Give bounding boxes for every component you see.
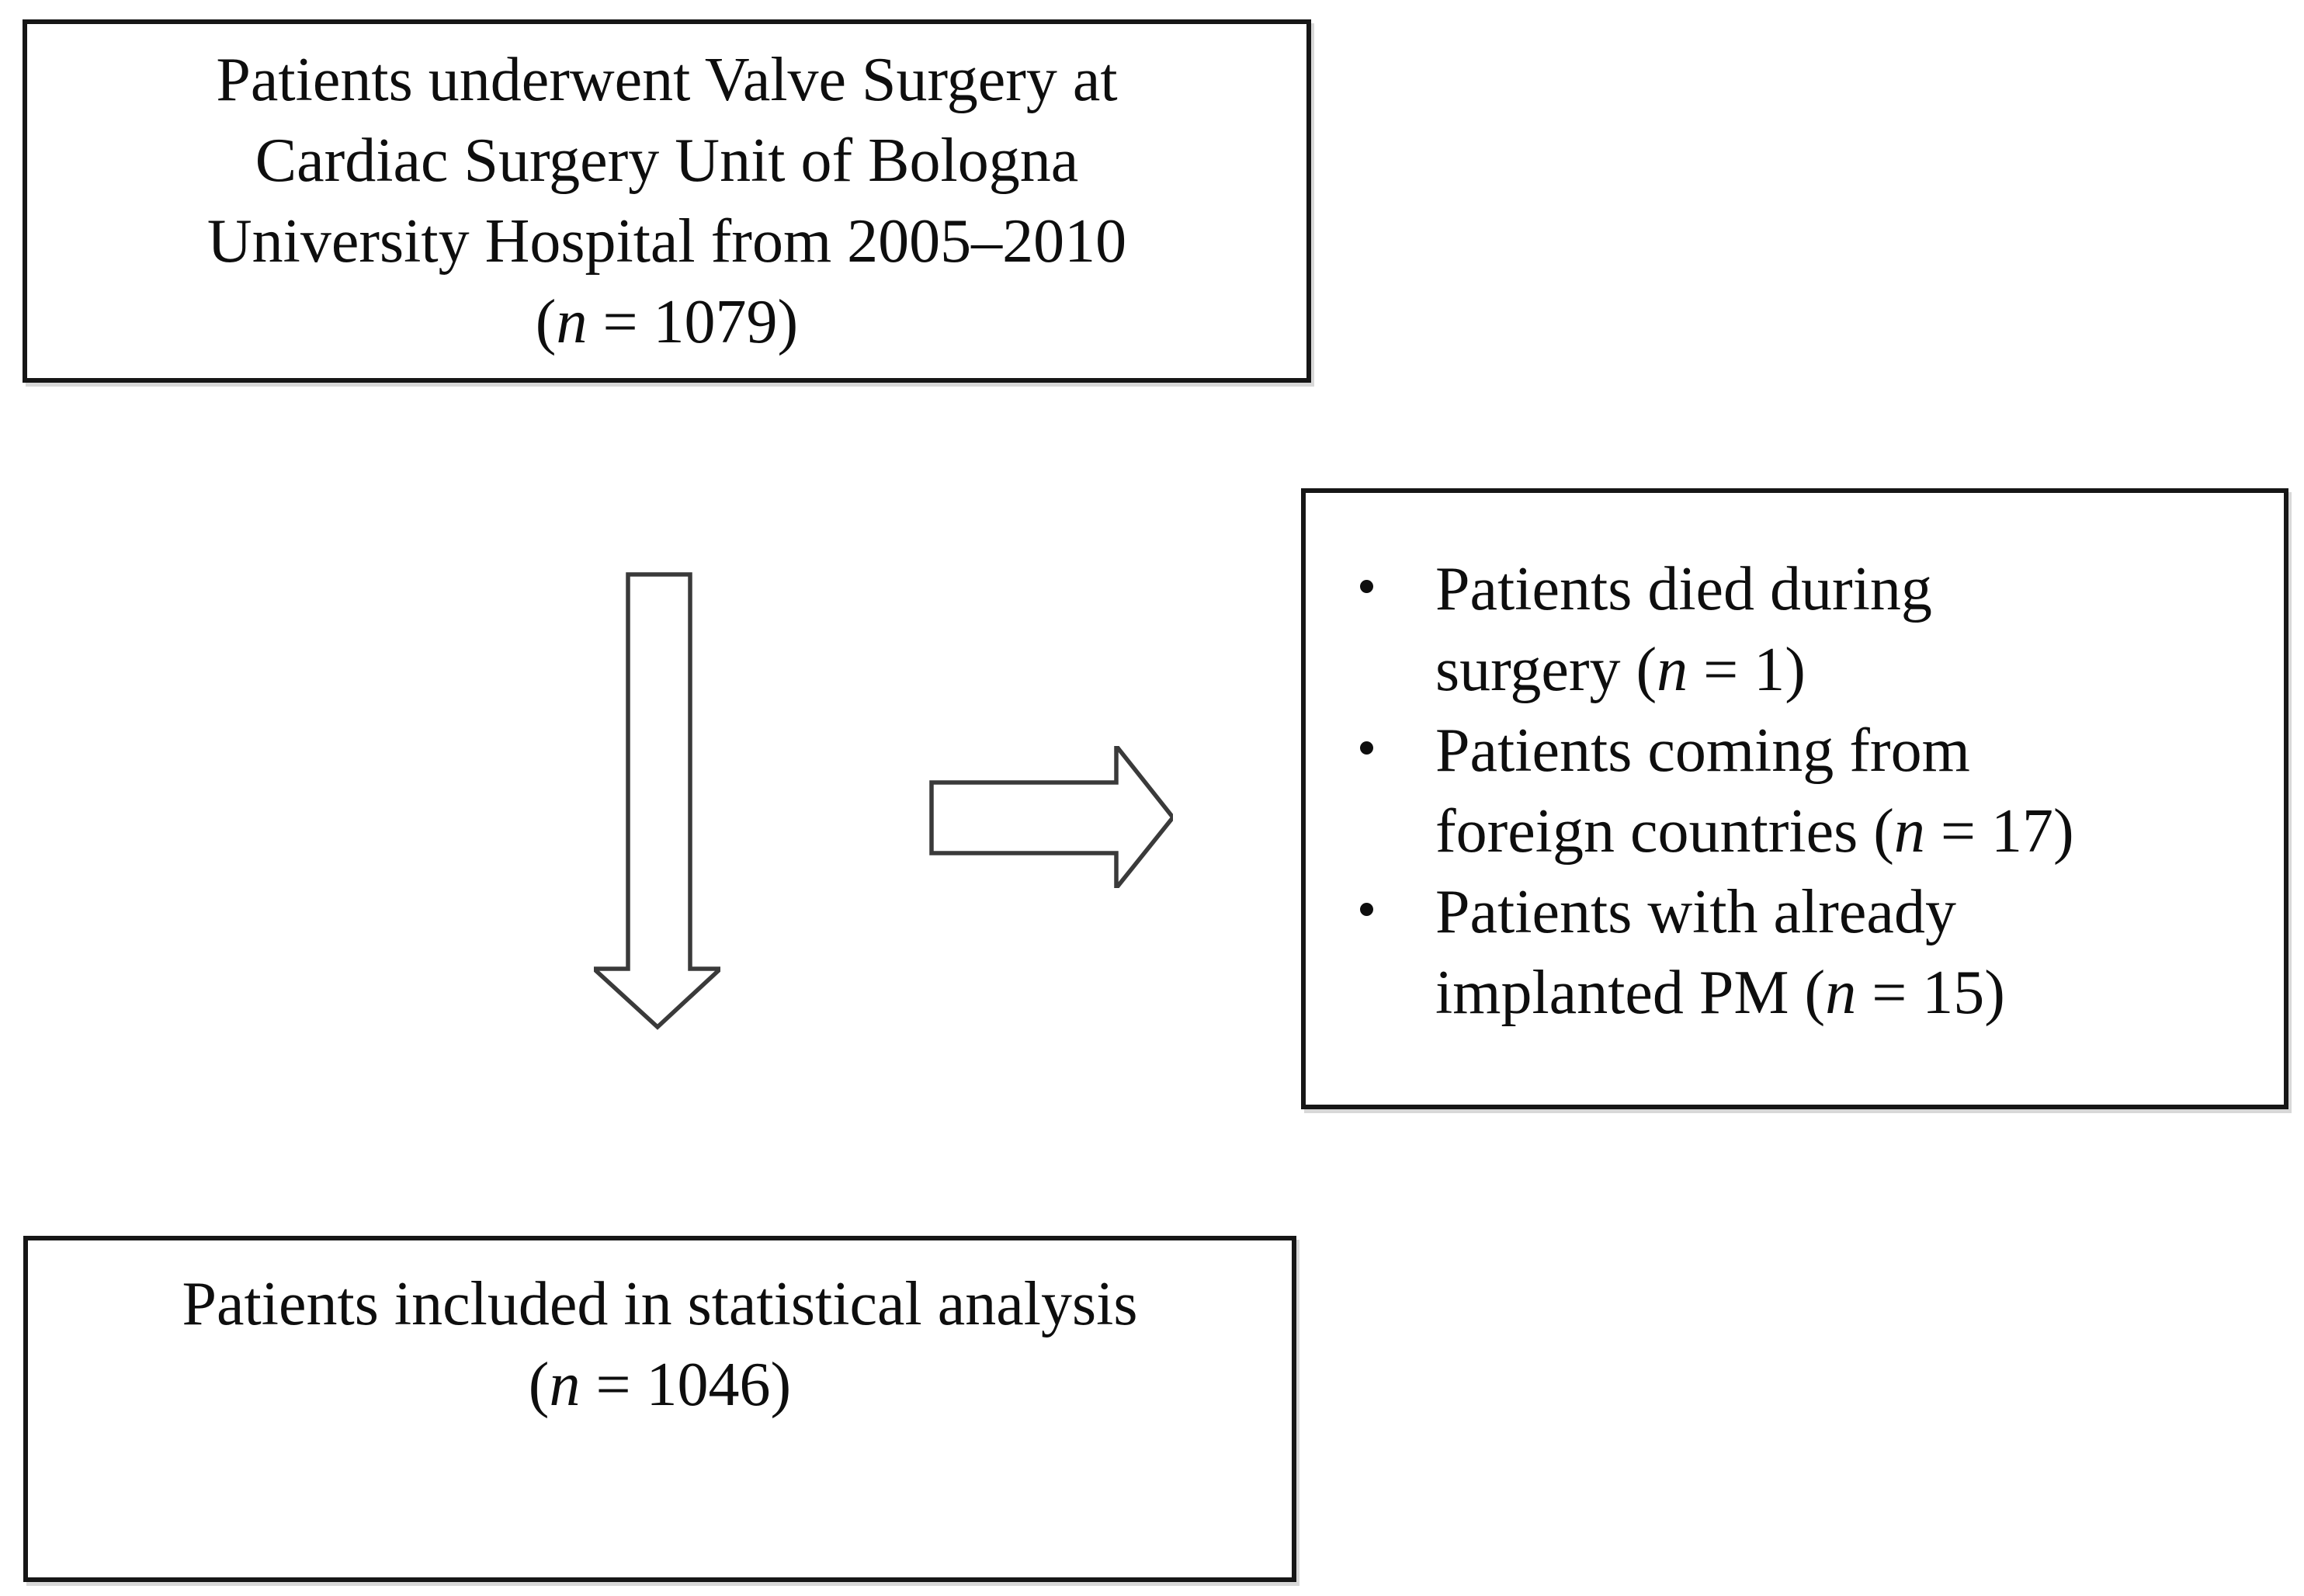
- n-variable: n: [1893, 797, 1925, 866]
- bullet-icon: [1360, 903, 1373, 916]
- exclusion-item-died-during-surgery: Patients died during surgery (n = 1): [1360, 549, 2253, 710]
- right-arrow-icon: [929, 746, 1173, 888]
- source-count: (n = 1079): [535, 288, 799, 356]
- n-variable: n: [1657, 636, 1688, 704]
- source-population-text: Patients underwent Valve Surgery at Card…: [207, 40, 1126, 363]
- exclusion-item-text: Patients died during surgery (n = 1): [1435, 555, 1932, 704]
- source-population-box: Patients underwent Valve Surgery at Card…: [23, 19, 1311, 383]
- exclusion-item-implanted-pm: Patients with already implanted PM (n = …: [1360, 872, 2253, 1033]
- exclusions-box: Patients died during surgery (n = 1) Pat…: [1301, 488, 2288, 1109]
- source-line-3: University Hospital from 2005–2010: [206, 207, 1127, 276]
- source-line-1: Patients underwent Valve Surgery at: [216, 46, 1118, 114]
- included-population-text: Patients included in statistical analysi…: [28, 1264, 1292, 1425]
- n-variable: n: [556, 288, 588, 356]
- exclusion-item-foreign-countries: Patients coming from foreign countries (…: [1360, 710, 2253, 872]
- source-line-2: Cardiac Surgery Unit of Bologna: [255, 127, 1079, 195]
- n-variable: n: [1825, 959, 1857, 1027]
- bullet-icon: [1360, 580, 1373, 593]
- exclusion-item-text: Patients with already implanted PM (n = …: [1435, 878, 2005, 1027]
- included-population-box: Patients included in statistical analysi…: [23, 1236, 1296, 1582]
- n-variable: n: [549, 1351, 581, 1419]
- down-arrow-icon: [594, 572, 720, 1030]
- bullet-icon: [1360, 741, 1373, 755]
- included-line-1: Patients included in statistical analysi…: [182, 1270, 1138, 1338]
- exclusion-item-text: Patients coming from foreign countries (…: [1435, 716, 2074, 866]
- included-count: (n = 1046): [528, 1351, 792, 1419]
